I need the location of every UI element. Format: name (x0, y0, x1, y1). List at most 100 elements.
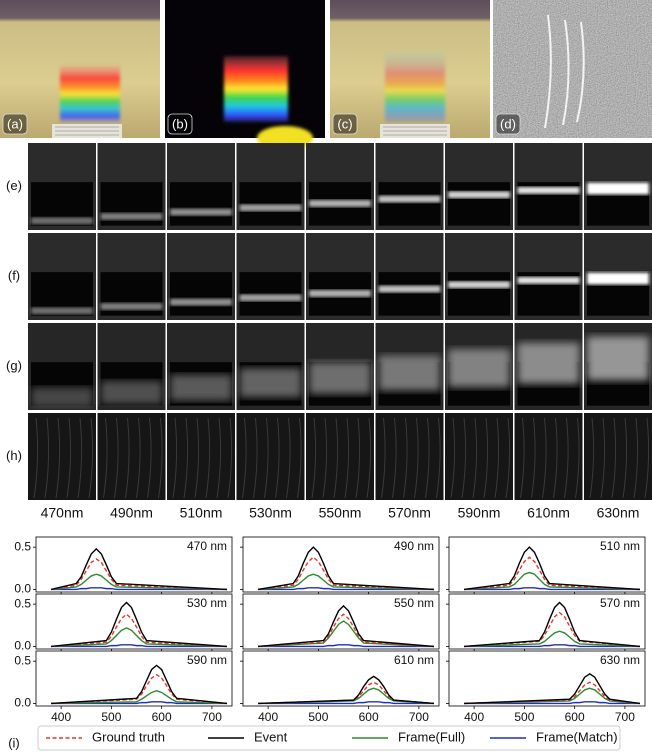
series-line (258, 620, 435, 648)
image-tile (514, 323, 583, 410)
streak (436, 417, 441, 499)
streak (158, 417, 163, 499)
series-line (50, 547, 228, 591)
streak (461, 417, 467, 499)
series-line (51, 644, 227, 648)
tile-dark (170, 182, 232, 226)
tile-band (31, 217, 93, 225)
streak (344, 417, 350, 499)
streak (205, 417, 211, 499)
plot-frame (35, 536, 233, 593)
streak (553, 417, 558, 499)
series-line (464, 587, 640, 591)
wavelength-label: 550nm (319, 505, 362, 521)
streak (333, 417, 339, 499)
image-tile (375, 323, 444, 410)
streak (600, 417, 606, 499)
legend-label: Frame(Full) (398, 729, 465, 744)
panel-title: 630 nm (600, 653, 640, 667)
wavelength-label: 590nm (458, 505, 501, 521)
streak (644, 417, 650, 499)
streak (77, 417, 83, 499)
image-tile (167, 323, 235, 410)
image-tile (375, 413, 444, 500)
tile-bg (514, 413, 583, 500)
streak (297, 417, 302, 499)
x-tick-label: 600 (359, 710, 379, 724)
streak (322, 417, 328, 499)
series-line (258, 644, 434, 648)
image-tile (445, 143, 513, 230)
x-tick-label: 500 (101, 710, 121, 724)
tile-glow (587, 336, 649, 381)
streak (114, 417, 119, 499)
tile-band (587, 272, 649, 285)
tile-band (448, 191, 510, 199)
streak (136, 417, 141, 499)
series-line (51, 627, 227, 648)
tile-band (100, 302, 163, 310)
panel-label: (a) (7, 116, 23, 131)
image-tile (584, 233, 652, 320)
photo-d (493, 0, 652, 138)
panel-label: (b) (172, 116, 188, 131)
x-tick-label: 700 (615, 710, 635, 724)
streak (216, 417, 222, 499)
tile-dark (239, 272, 302, 316)
streak (44, 417, 50, 499)
panel-title: 570 nm (600, 596, 640, 610)
series-line (464, 630, 640, 648)
image-tile (375, 233, 444, 320)
panel-title: 470 nm (187, 539, 227, 553)
x-tick-label: 700 (202, 710, 222, 724)
series-line (464, 701, 640, 705)
tile-dark (448, 272, 510, 316)
tile-band (378, 195, 441, 203)
image-tile (306, 143, 374, 230)
image-tile (28, 413, 96, 500)
image-grid (28, 143, 652, 500)
tile-bg (97, 413, 166, 500)
streak (520, 417, 525, 499)
image-tile (97, 233, 166, 320)
streak (381, 417, 386, 499)
label-box (167, 113, 193, 135)
image-tile (514, 233, 583, 320)
streak (564, 417, 569, 499)
series-line (51, 673, 228, 705)
tile-bg (375, 413, 444, 500)
image-tile (97, 323, 166, 410)
row-label: (f) (8, 268, 20, 283)
x-tick-label: 500 (514, 710, 534, 724)
tile-bg (306, 413, 374, 500)
panel-title: 510 nm (600, 539, 640, 553)
row-label: (h) (6, 448, 22, 463)
tile-band (378, 285, 441, 293)
image-tile (236, 143, 305, 230)
tile-glow (31, 387, 93, 408)
image-tile (445, 233, 513, 320)
tile-glow (517, 342, 580, 384)
tile-dark (170, 272, 232, 316)
image-tile (306, 233, 374, 320)
y-tick-label: 0.0 (14, 582, 31, 596)
tile-band (309, 289, 371, 297)
wavelength-label: 630nm (597, 505, 640, 521)
image-tile (375, 143, 444, 230)
image-tile (28, 323, 96, 410)
wavelength-label: 470nm (41, 505, 84, 521)
image-tile (28, 143, 96, 230)
plot-frame (35, 650, 233, 707)
image-tile (236, 323, 305, 410)
streak (505, 417, 511, 499)
series-line (258, 587, 434, 591)
image-tile (167, 413, 235, 500)
series-line (51, 664, 228, 705)
plot-frame (242, 650, 440, 707)
streak (611, 417, 617, 499)
y-tick-label: 0.5 (14, 653, 31, 667)
image-tile (445, 323, 513, 410)
streak (589, 417, 595, 499)
x-tick-label: 700 (409, 710, 429, 724)
